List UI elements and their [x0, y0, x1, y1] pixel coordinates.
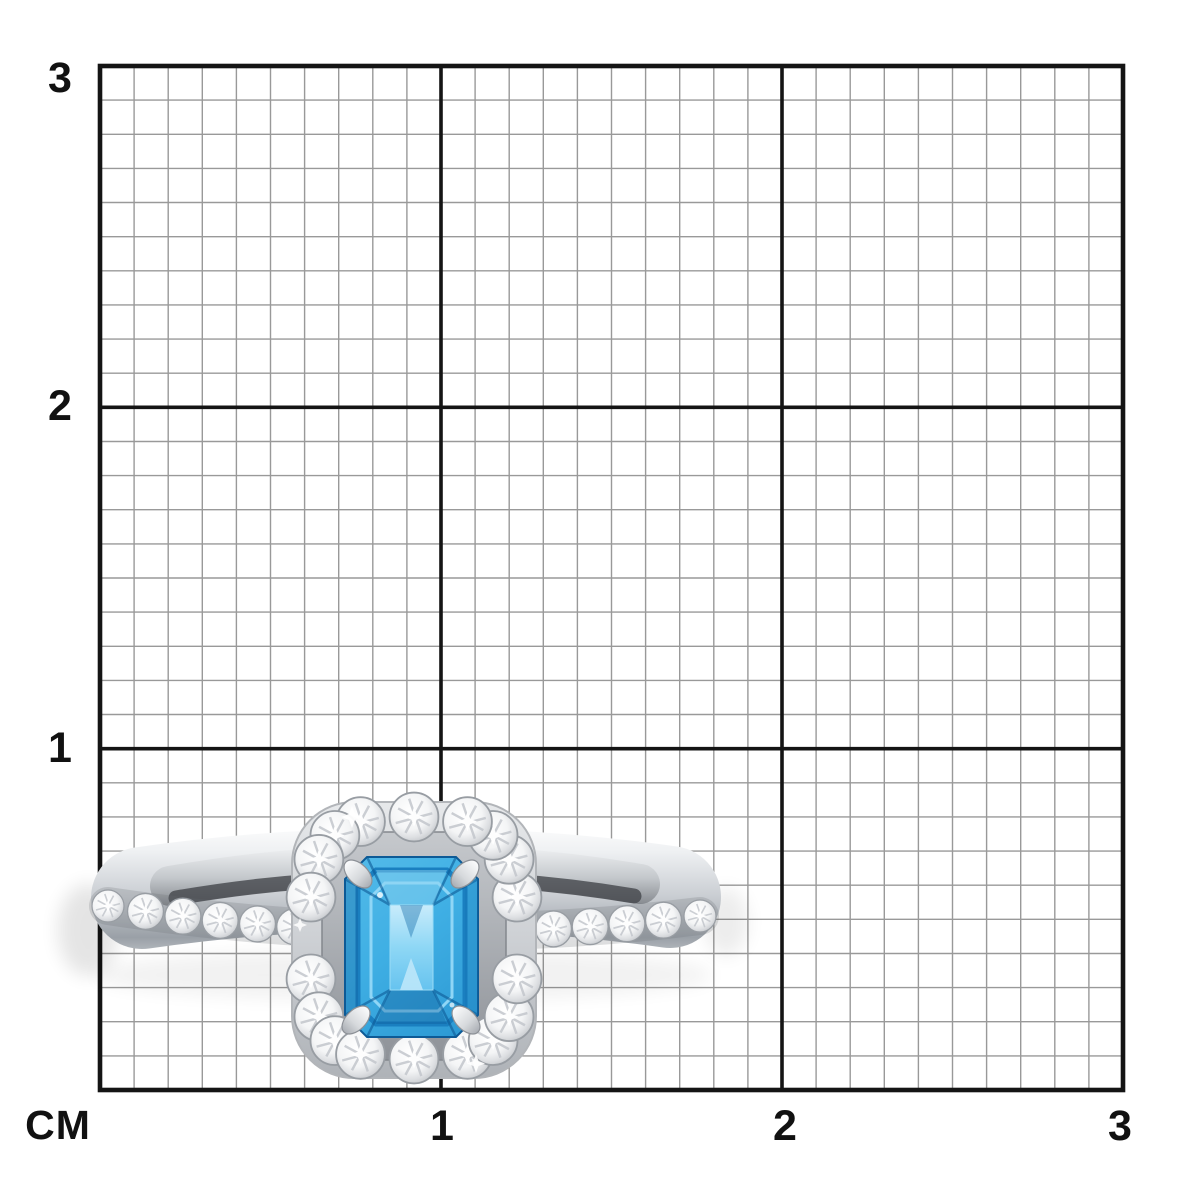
pave-stone	[683, 899, 717, 933]
halo-stone	[285, 871, 337, 923]
bottom-axis-label-1: 1	[430, 1102, 454, 1150]
sparkle-glints	[293, 806, 485, 1073]
pave-stone	[238, 905, 277, 943]
left-axis-label-2: 2	[48, 382, 72, 430]
grid-minor-lines	[100, 66, 1123, 1090]
left-axis-label-1: 1	[48, 724, 72, 772]
pave-stone	[126, 892, 165, 931]
ring-head	[285, 791, 543, 1085]
pave-stone	[91, 889, 125, 923]
halo-stone	[388, 791, 440, 843]
halo-stone	[491, 953, 543, 1005]
unit-label-cm: CM	[25, 1102, 91, 1148]
pave-stone	[534, 910, 573, 948]
prongs	[341, 859, 481, 1035]
halo-stone	[388, 1033, 440, 1085]
pave-stone	[201, 901, 240, 940]
bottom-axis-label-3: 3	[1108, 1102, 1132, 1150]
left-axis-label-3: 3	[48, 54, 72, 102]
pave-stone	[163, 897, 202, 936]
halo-stone	[441, 795, 494, 848]
pave-stone	[571, 907, 610, 946]
grid-border	[97, 63, 1126, 1093]
center-stone	[344, 856, 479, 1038]
bottom-axis-label-2: 2	[773, 1102, 797, 1150]
pave-stone	[644, 901, 683, 940]
pave-stone	[608, 904, 646, 943]
